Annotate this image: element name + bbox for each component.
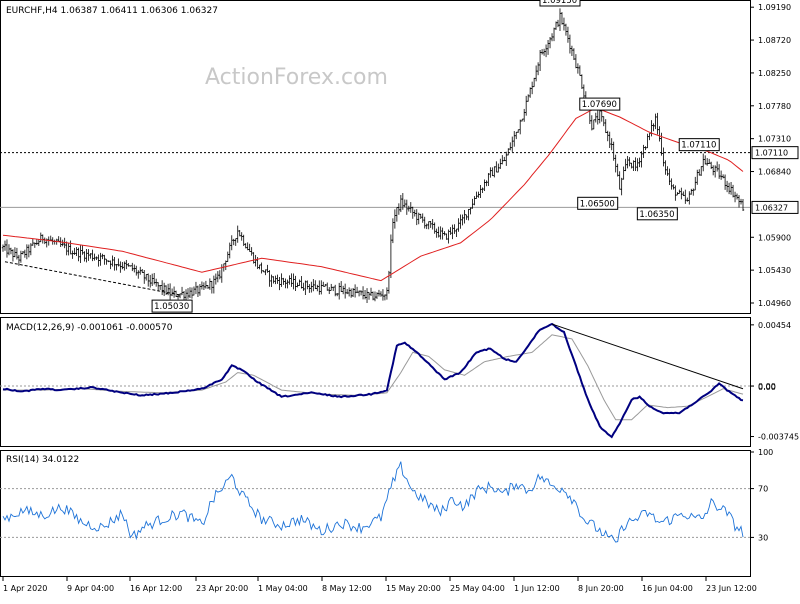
support-trendline	[4, 261, 183, 296]
price-tick-label: 1.08720	[758, 36, 791, 45]
price-tick-label: 1.04960	[758, 299, 791, 308]
price-tick-label: 1.06840	[758, 168, 791, 177]
x-tick-label: 23 Apr 20:00	[196, 584, 248, 593]
annotation-box	[678, 138, 720, 152]
rsi-tick-label: 100	[758, 448, 773, 457]
annotation-box	[636, 207, 678, 221]
x-tick-label: 9 Apr 04:00	[67, 584, 114, 593]
macd-tick-label: 0.00	[758, 382, 776, 391]
x-axis: 1 Apr 2020 9 Apr 04:00 16 Apr 12:00 23 Apr …	[2, 577, 757, 593]
price-tick-label: 1.07780	[758, 102, 791, 111]
rsi-label: RSI(14) 34.0122	[6, 455, 79, 465]
annotation-box	[151, 299, 193, 313]
price-overlays: 1.09150 1.07690 1.07110 1.06500 1.06350 1.050…	[2, 0, 744, 313]
annotation-box	[577, 196, 619, 210]
resistance-level-box	[751, 146, 799, 160]
price-candles	[1, 8, 745, 303]
macd-trendline	[551, 323, 744, 390]
macd-panel-frame	[0, 317, 751, 447]
x-tick-label: 25 May 04:00	[450, 584, 505, 593]
rsi-layer: 100 70 30	[0, 448, 773, 543]
macd-label: MACD(12,26,9) -0.001061 -0.000570	[6, 323, 173, 333]
x-tick-label: 8 Jun 20:00	[578, 584, 624, 593]
annotation-label: 1.07110	[681, 141, 716, 151]
annotation-label: 1.07690	[582, 100, 617, 110]
price-axis: 1.09190 1.08720 1.08250 1.07780 1.07310 1.068…	[750, 3, 799, 308]
price-tick-label: 1.07310	[758, 135, 791, 144]
current-price-box	[751, 200, 799, 214]
annotation-label: 1.06500	[580, 199, 615, 209]
annotation-box	[539, 0, 581, 7]
rsi-panel-frame	[0, 450, 751, 577]
price-tick-label: 1.05430	[758, 266, 791, 275]
macd-tick-label: -0.003745	[758, 433, 799, 442]
symbol-header: EURCHF,H4 1.06387 1.06411 1.06306 1.0632…	[6, 6, 218, 16]
rsi-line	[2, 461, 744, 543]
x-tick-label: 16 Jun 04:00	[642, 584, 693, 593]
rsi-tick-label: 70	[758, 485, 768, 494]
x-tick-label: 8 May 12:00	[322, 584, 372, 593]
current-price-label: 1.06327	[755, 203, 788, 212]
x-tick-label: 23 Jun 12:00	[706, 584, 757, 593]
annotation-label: 1.06350	[639, 210, 674, 220]
x-tick-label: 15 May 20:00	[386, 584, 441, 593]
price-tick-label: 1.05900	[758, 233, 791, 242]
x-tick-label: 16 Apr 12:00	[130, 584, 182, 593]
price-panel-frame	[0, 0, 751, 314]
x-tick-label: 1 May 04:00	[258, 584, 308, 593]
rsi-tick-label: 30	[758, 533, 768, 542]
x-tick-label: 1 Jun 12:00	[514, 584, 560, 593]
price-tick-label: 1.09190	[758, 3, 791, 12]
macd-tick-label: 0.00	[758, 383, 776, 392]
annotation-label: 1.05030	[154, 302, 189, 312]
macd-line	[2, 322, 744, 439]
annotation-label: 1.09150	[542, 0, 577, 6]
watermark: ActionForex.com	[205, 65, 388, 90]
macd-tick-label: 0.00454	[758, 321, 791, 330]
moving-average-line	[2, 107, 744, 282]
x-tick-label: 1 Apr 2020	[3, 584, 47, 593]
price-grid	[0, 152, 750, 208]
resistance-level-label: 1.07110	[755, 149, 788, 158]
price-tick-label: 1.08250	[758, 69, 791, 78]
annotation-box	[579, 97, 621, 111]
